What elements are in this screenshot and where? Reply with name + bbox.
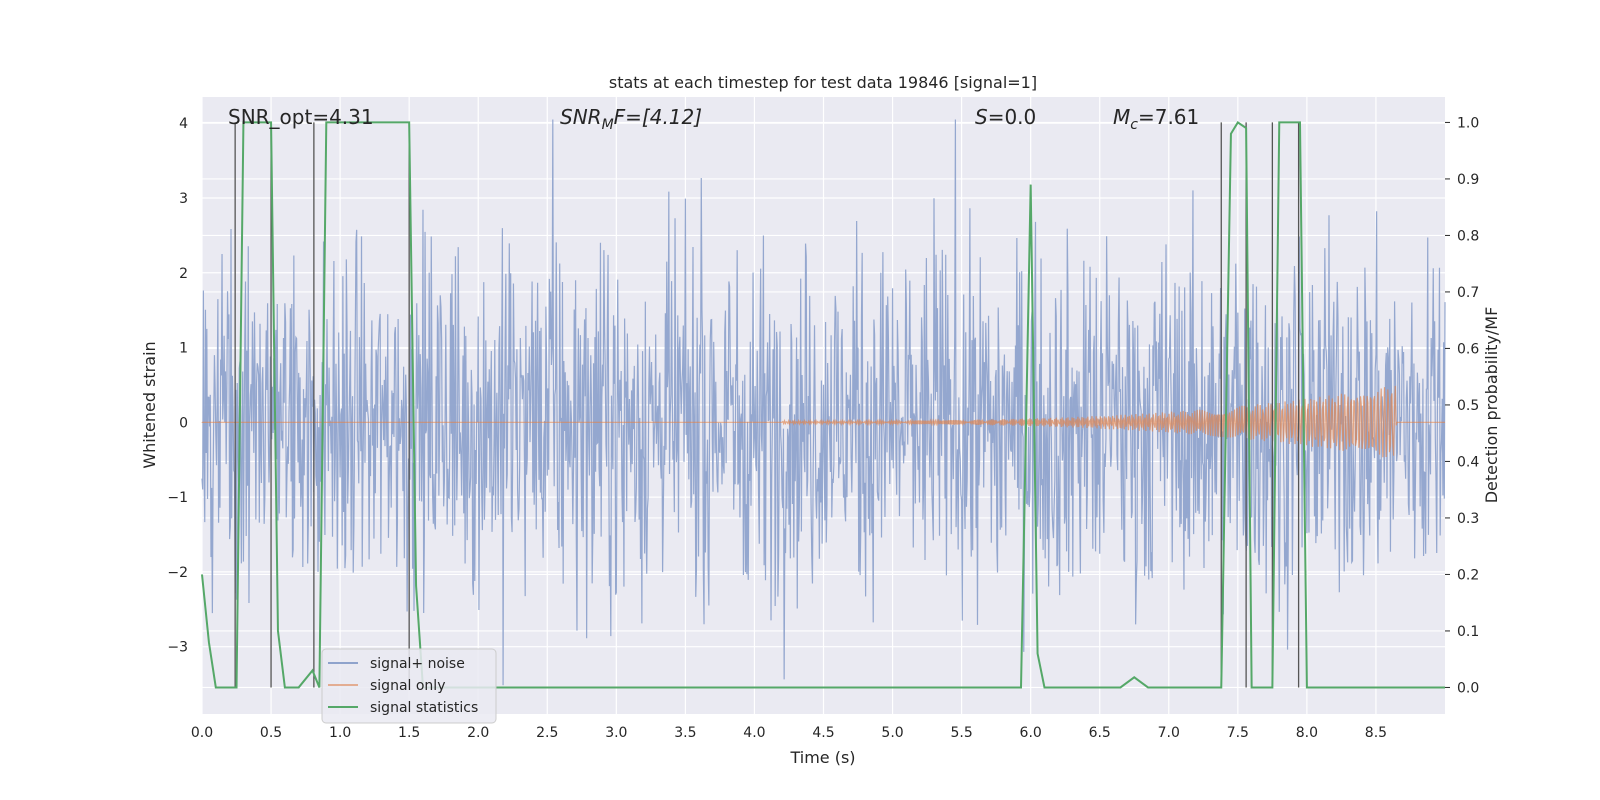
y-axis-label: Whitened strain <box>140 341 159 468</box>
x-tick-label: 4.0 <box>743 725 765 741</box>
vertical-markers <box>234 122 1300 688</box>
y-ticks-right: 1.0 0.9 0.8 0.7 0.6 0.5 0.4 0.3 0.2 0.1 0.0 <box>1445 115 1479 696</box>
y-tick-label: −2 <box>167 565 188 581</box>
x-tick-label: 0.0 <box>191 725 213 741</box>
s-prefix: S <box>975 105 988 129</box>
x-tick-label: 8.0 <box>1296 725 1318 741</box>
y-right-tick-label: 1.0 <box>1457 115 1479 131</box>
x-tick-label: 7.0 <box>1158 725 1180 741</box>
legend-label-signal-noise: signal+ noise <box>370 656 465 672</box>
s-suffix: =0.0 <box>988 105 1037 129</box>
y-tick-label: −1 <box>167 490 188 506</box>
y-ticks-left: 4 3 2 1 0 −1 −2 −3 <box>167 116 188 656</box>
x-tick-label: 3.5 <box>674 725 696 741</box>
y-right-tick-label: 0.3 <box>1457 511 1479 527</box>
mc-annotation: Mc=7.61 <box>1113 105 1199 133</box>
y-tick-label: −3 <box>167 640 188 656</box>
y-right-tick-label: 0.4 <box>1457 454 1479 470</box>
x-tick-label: 7.5 <box>1227 725 1249 741</box>
y-tick-label: 2 <box>179 266 188 282</box>
y-axis-label-right: Detection probability/MF <box>1482 307 1501 504</box>
series-signal-statistics <box>201 121 1445 689</box>
y-right-tick-label: 0.0 <box>1457 680 1479 696</box>
y-right-tick-label: 0.8 <box>1457 228 1479 244</box>
snr-mf-prefix: SNR <box>560 105 602 129</box>
x-tick-label: 4.5 <box>812 725 834 741</box>
legend-label-signal-only: signal only <box>370 678 445 694</box>
x-ticks: 0.0 0.5 1.0 1.5 2.0 2.5 3.0 3.5 4.0 4.5 5.0 5.5 6.0 6… <box>191 725 1387 741</box>
y-right-tick-label: 0.5 <box>1457 398 1479 414</box>
signal-trace <box>201 385 1445 458</box>
y-tick-label: 3 <box>179 191 188 207</box>
y-right-tick-label: 0.2 <box>1457 567 1479 583</box>
s-annotation: S=0.0 <box>975 105 1036 129</box>
y-tick-label: 4 <box>179 116 188 132</box>
x-tick-label: 0.5 <box>260 725 282 741</box>
snr-mf-annotation: SNRMF=[4.12] <box>560 105 702 133</box>
x-tick-label: 2.5 <box>536 725 558 741</box>
legend: signal+ noise signal only signal statist… <box>321 648 497 724</box>
x-tick-label: 8.5 <box>1365 725 1387 741</box>
x-tick-label: 6.5 <box>1089 725 1111 741</box>
x-tick-label: 1.0 <box>329 725 351 741</box>
y-right-tick-label: 0.9 <box>1457 172 1479 188</box>
mc-subscript: c <box>1130 117 1138 133</box>
y-right-tick-label: 0.7 <box>1457 285 1479 301</box>
x-tick-label: 5.0 <box>881 725 903 741</box>
series-signal-only <box>201 385 1445 458</box>
statistics-line <box>201 121 1445 689</box>
mc-suffix: =7.61 <box>1138 105 1199 129</box>
x-tick-label: 6.0 <box>1020 725 1042 741</box>
legend-label-signal-statistics: signal statistics <box>370 700 478 716</box>
x-tick-label: 3.0 <box>605 725 627 741</box>
x-tick-label: 2.0 <box>467 725 489 741</box>
x-tick-label: 1.5 <box>398 725 420 741</box>
y-right-tick-label: 0.1 <box>1457 624 1479 640</box>
x-axis-label: Time (s) <box>789 748 855 767</box>
mc-prefix: M <box>1113 105 1130 129</box>
legend-box <box>321 648 497 724</box>
y-tick-label: 0 <box>179 415 188 431</box>
chart-title: stats at each timestep for test data 198… <box>609 73 1037 92</box>
x-tick-label: 5.5 <box>950 725 972 741</box>
snr-opt-annotation: SNR_opt=4.31 <box>228 105 374 129</box>
y-tick-label: 1 <box>179 341 188 357</box>
y-right-tick-label: 0.6 <box>1457 341 1479 357</box>
snr-mf-subscript: M <box>602 117 614 133</box>
snr-mf-suffix: F=[4.12] <box>614 105 702 129</box>
